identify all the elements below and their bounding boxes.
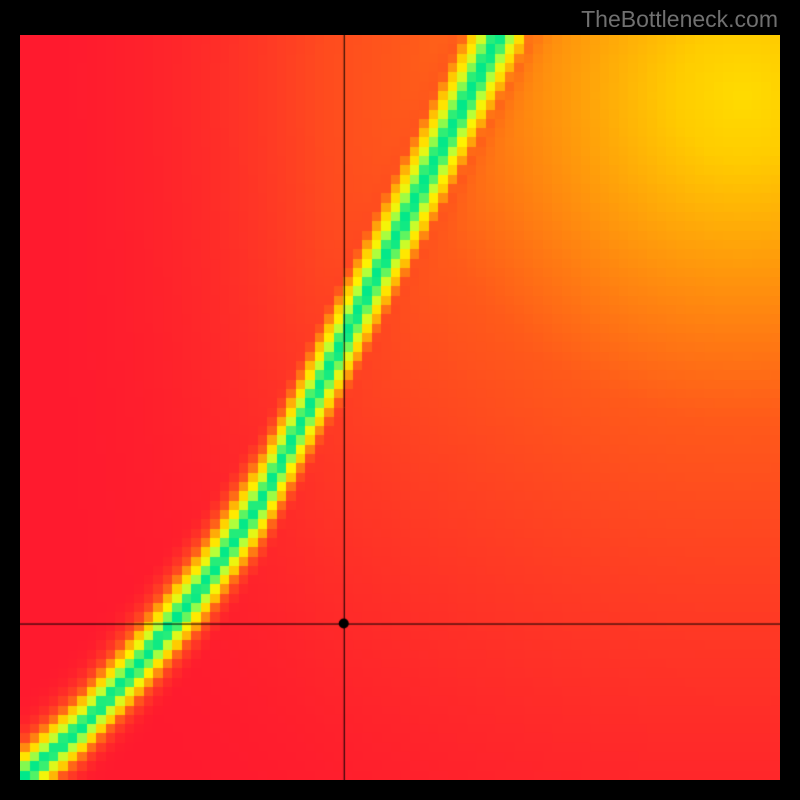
root-container: TheBottleneck.com	[0, 0, 800, 800]
watermark-text: TheBottleneck.com	[581, 6, 778, 33]
heatmap-plot	[20, 35, 780, 780]
heatmap-canvas	[20, 35, 780, 780]
